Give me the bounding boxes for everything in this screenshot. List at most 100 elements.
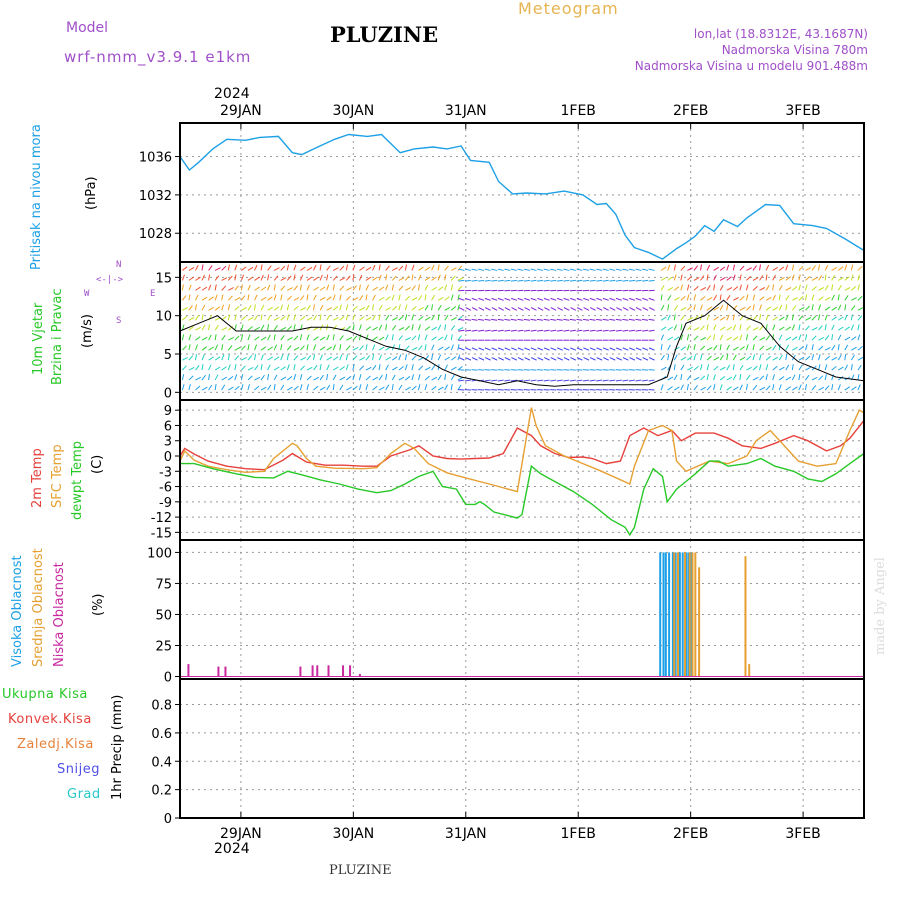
- wind-barb: [214, 275, 220, 281]
- wind-barb: [240, 295, 246, 301]
- wind-barb: [622, 347, 629, 351]
- wind-barb: [804, 344, 808, 351]
- wind-barb: [450, 334, 453, 341]
- wind-barb: [818, 314, 821, 321]
- wind-barb: [464, 279, 471, 282]
- wind-barb: [609, 318, 616, 321]
- wind-barb: [700, 364, 703, 371]
- precip-axis-label: 1hr Precip (mm): [110, 694, 125, 800]
- wind-barb: [804, 384, 807, 391]
- wind-barb: [339, 315, 345, 321]
- wind-barb: [713, 316, 719, 321]
- wind-barb: [208, 364, 212, 371]
- wind-barb: [306, 375, 312, 381]
- wind-barb: [629, 357, 636, 361]
- wind-barb: [778, 366, 785, 371]
- ytick-label-cloud: 100: [147, 546, 172, 561]
- wind-barb: [465, 347, 472, 351]
- wind-barb: [280, 366, 286, 371]
- wind-barb: [260, 346, 267, 351]
- wind-barb: [530, 347, 537, 351]
- wind-barb: [411, 355, 417, 361]
- wind-barb: [385, 334, 389, 341]
- wind-barb: [378, 286, 385, 291]
- temp-unit: (C): [90, 454, 105, 474]
- wind-barb: [844, 336, 851, 341]
- wind-barb: [543, 268, 550, 271]
- wind-barb: [733, 346, 739, 351]
- wind-barb: [739, 384, 743, 391]
- wind-barb: [596, 347, 603, 351]
- wind-barb: [195, 286, 201, 291]
- wind-barb: [791, 364, 794, 371]
- wind-barb: [260, 274, 264, 281]
- wind-barb: [267, 374, 270, 381]
- wind-barb: [444, 324, 447, 331]
- wind-barb: [550, 357, 557, 361]
- wind-barb: [641, 369, 649, 371]
- wind-barb: [563, 357, 570, 361]
- wind-barb: [569, 369, 576, 371]
- panel-frame-precip: [179, 678, 865, 819]
- wind-barb: [543, 329, 550, 332]
- wind-barb: [660, 366, 667, 371]
- wind-barb: [778, 304, 783, 311]
- wind-barb: [739, 307, 746, 311]
- wind-barb: [824, 264, 829, 271]
- wind-barb: [576, 357, 583, 361]
- wind-barb: [844, 314, 848, 321]
- wind-barb: [759, 386, 766, 391]
- wind-barb: [188, 266, 195, 271]
- wind-barb: [746, 325, 751, 331]
- wind-barb: [850, 314, 853, 321]
- wind-barb: [686, 325, 692, 331]
- wind-barb: [457, 354, 461, 361]
- wind-barb: [615, 329, 622, 332]
- wind-barb: [365, 366, 372, 371]
- wind-barb: [273, 275, 279, 281]
- wind-barb: [339, 354, 343, 361]
- panel-frame-temperature: [179, 399, 865, 541]
- wind-barb: [660, 316, 667, 321]
- wind-barb: [352, 355, 358, 361]
- bar-high_cloud: [668, 552, 671, 677]
- wind-barb: [844, 264, 848, 271]
- wind-barb: [524, 357, 531, 361]
- wind-barb: [530, 318, 537, 321]
- wind-barb: [589, 347, 596, 351]
- wind-barb: [195, 294, 199, 301]
- wind-barb: [648, 279, 655, 282]
- wind-barb: [424, 366, 431, 371]
- wind-barb: [391, 356, 398, 361]
- wind-barb: [609, 347, 616, 351]
- wind-barb: [622, 268, 629, 271]
- wind-barb: [339, 384, 344, 391]
- wind-barb: [293, 335, 299, 341]
- wind-barb: [563, 347, 570, 351]
- wind-barb: [444, 364, 448, 371]
- wind-barb: [497, 318, 504, 321]
- wind-barb: [635, 369, 642, 371]
- wind-barb: [667, 314, 671, 321]
- wind-barb: [589, 268, 596, 271]
- wind-barb: [332, 344, 336, 351]
- wind-barb: [464, 369, 471, 371]
- wind-barb: [319, 264, 322, 271]
- wind-barb: [273, 325, 278, 331]
- wind-barb: [759, 364, 762, 371]
- wind-barb: [293, 364, 296, 371]
- wind-barb: [778, 294, 781, 301]
- wind-barb: [332, 284, 335, 291]
- wind-barb: [589, 297, 596, 301]
- wind-barb: [385, 284, 389, 291]
- wind-barb: [524, 347, 531, 351]
- wind-barb: [811, 376, 818, 381]
- wind-barb: [254, 364, 259, 371]
- wind-barb: [510, 318, 517, 321]
- wind-barb: [214, 384, 217, 391]
- wind-barb: [319, 336, 326, 341]
- wind-barb: [523, 369, 531, 371]
- wind-barb: [642, 329, 649, 332]
- wind-barb: [700, 354, 703, 361]
- wind-barb: [706, 274, 709, 281]
